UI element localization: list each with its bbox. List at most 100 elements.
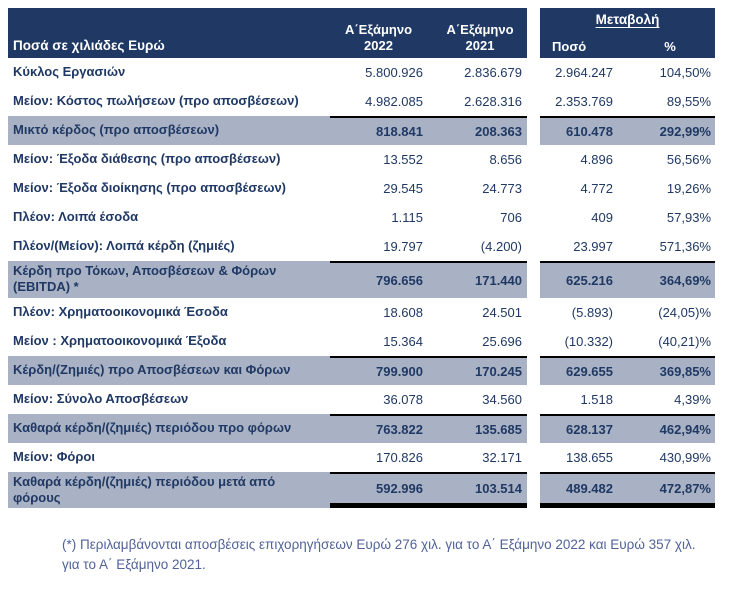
change-amount-value: (5.893)	[571, 304, 613, 320]
value-h1-2021: 171.440	[435, 261, 527, 298]
header-left-block: Ποσά σε χιλιάδες Ευρώ Α΄Εξάμηνο 2022 Α΄Ε…	[8, 8, 527, 58]
row-label: Μείον: Κόστος πωλήσεων (προ αποσβέσεων)	[13, 93, 299, 109]
row-label: Μείον: Σύνολο Αποσβέσεων	[13, 390, 189, 406]
value-h1-2022: 19.797	[383, 239, 423, 254]
value-h1-2022: 818.841	[330, 116, 435, 145]
row-column-gap	[527, 58, 540, 87]
change-percent-header: %	[664, 39, 676, 54]
row-column-gap	[527, 326, 540, 356]
row-column-gap	[527, 261, 540, 298]
change-percent-value: 292,99%	[625, 116, 715, 145]
value-h1-2022: 1.115	[391, 210, 423, 225]
row-label: Πλέον/(Μείον): Λοιπά κέρδη (ζημιές)	[13, 238, 235, 254]
change-amount-value: 2.964.247	[555, 65, 613, 80]
change-percent-value: 4,39%	[674, 391, 711, 407]
change-percent-value: 57,93%	[666, 210, 711, 225]
value-h1-2021: 170.245	[435, 355, 527, 385]
value-h1-2021: 2.628.316	[464, 94, 522, 109]
change-percent-value: 472,87%	[625, 471, 715, 508]
change-amount-value: 23.997	[573, 239, 613, 254]
table-row: Κύκλος Εργασιών 5.800.926 2.836.679 2.96…	[8, 58, 715, 87]
change-percent-value: 19,26%	[666, 181, 711, 196]
value-h1-2021: 24.501	[482, 304, 522, 320]
row-label: Μείον: Έξοδα διοίκησης (προ αποσβέσεων)	[13, 180, 287, 196]
change-percent-value: 89,55%	[666, 94, 711, 109]
value-h1-2022: 170.826	[376, 449, 423, 465]
change-amount-value: 4.896	[580, 152, 613, 167]
row-label: Πλέον: Χρηματοοικονομικά Έσοδα	[13, 303, 228, 319]
change-amount-value: 2.353.769	[555, 94, 613, 109]
income-statement-table: Ποσά σε χιλιάδες Ευρώ Α΄Εξάμηνο 2022 Α΄Ε…	[8, 8, 715, 508]
value-h1-2021: 24.773	[482, 181, 522, 196]
table-row: Μείον: Σύνολο Αποσβέσεων 36.078 34.560 1…	[8, 384, 715, 414]
table-row: Καθαρά κέρδη/(ζημιές) περιόδου μετά από …	[8, 471, 715, 508]
change-amount-value: 489.482	[540, 471, 625, 508]
change-percent-value: 369,85%	[625, 355, 715, 385]
value-h1-2021: 135.685	[435, 413, 527, 443]
header-change-block: Μεταβολή Ποσό %	[540, 8, 715, 58]
change-amount-value: 629.655	[540, 355, 625, 385]
change-title-wrap: Μεταβολή	[540, 11, 715, 29]
value-h1-2021: 25.696	[482, 333, 522, 349]
row-column-gap	[527, 174, 540, 203]
value-h1-2021: 208.363	[435, 116, 527, 145]
change-amount-value: 625.216	[540, 261, 625, 298]
row-column-gap	[527, 355, 540, 385]
footnote-text: (*) Περιλαμβάνονται αποσβέσεις επιχορηγή…	[62, 537, 696, 572]
value-h1-2022: 13.552	[383, 152, 423, 167]
column-header-h1-2021: Α΄Εξάμηνο 2021	[435, 8, 527, 58]
row-column-gap	[527, 471, 540, 508]
table-row: Πλέον: Λοιπά έσοδα 1.115 706 409 57,93%	[8, 203, 715, 232]
table-body: Κύκλος Εργασιών 5.800.926 2.836.679 2.96…	[8, 58, 715, 508]
value-h1-2022: 36.078	[383, 391, 423, 407]
row-label: Κέρδη προ Τόκων, Αποσβέσεων & Φόρων (EBI…	[8, 261, 330, 298]
row-column-gap	[527, 145, 540, 174]
change-percent-value: 56,56%	[666, 152, 711, 167]
value-h1-2022: 29.545	[383, 181, 423, 196]
change-percent-value: 364,69%	[625, 261, 715, 298]
row-column-gap	[527, 87, 540, 116]
table-row: Πλέον: Χρηματοοικονομικά Έσοδα 18.608 24…	[8, 297, 715, 327]
column-header-h1-2022: Α΄Εξάμηνο 2022	[330, 8, 435, 58]
table-row: Κέρδη/(Ζημιές) προ Αποσβέσεων και Φόρων …	[8, 355, 715, 385]
period-2021-line2: 2021	[465, 37, 495, 53]
value-h1-2021: 2.836.679	[464, 65, 522, 80]
value-h1-2022: 4.982.085	[365, 94, 423, 109]
change-amount-value: 4.772	[580, 181, 613, 196]
value-h1-2021: 34.560	[482, 391, 522, 407]
financial-statement-page: Ποσά σε χιλιάδες Ευρώ Α΄Εξάμηνο 2022 Α΄Ε…	[8, 8, 715, 572]
row-column-gap	[527, 297, 540, 327]
row-label: Μικτό κέρδος (προ αποσβέσεων)	[8, 116, 330, 145]
value-h1-2022: 5.800.926	[365, 65, 423, 80]
table-header: Ποσά σε χιλιάδες Ευρώ Α΄Εξάμηνο 2022 Α΄Ε…	[8, 8, 715, 58]
table-row: Μείον: Κόστος πωλήσεων (προ αποσβέσεων) …	[8, 87, 715, 116]
value-h1-2022: 18.608	[383, 304, 423, 320]
period-2022-line1: Α΄Εξάμηνο	[344, 21, 413, 37]
change-percent-value: 104,50%	[659, 65, 711, 80]
value-h1-2021: 103.514	[435, 471, 527, 508]
row-column-gap	[527, 116, 540, 145]
change-percent-value: 430,99%	[659, 449, 711, 465]
row-label: Καθαρά κέρδη/(ζημιές) περιόδου μετά από …	[8, 471, 330, 508]
table-row: Μείον : Χρηματοοικονομικά Έξοδα 15.364 2…	[8, 326, 715, 356]
row-label: Πλέον: Λοιπά έσοδα	[13, 209, 139, 225]
value-h1-2022: 796.656	[330, 261, 435, 298]
change-amount-header: Ποσό	[552, 39, 587, 54]
row-label: Κύκλος Εργασιών	[13, 64, 126, 80]
row-label: Μείον: Έξοδα διάθεσης (προ αποσβέσεων)	[13, 151, 281, 167]
change-amount-value: 610.478	[540, 116, 625, 145]
table-row: Μείον: Έξοδα διάθεσης (προ αποσβέσεων) 1…	[8, 145, 715, 174]
row-column-gap	[527, 384, 540, 414]
change-amount-value: 138.655	[566, 449, 613, 465]
period-2021-line1: Α΄Εξάμηνο	[446, 21, 514, 37]
row-label: Καθαρά κέρδη/(ζημιές) περιόδου προ φόρων	[8, 413, 330, 443]
value-h1-2022: 15.364	[383, 333, 423, 349]
table-row: Πλέον/(Μείον): Λοιπά κέρδη (ζημιές) 19.7…	[8, 232, 715, 261]
change-percent-value: (24,05)%	[658, 304, 711, 320]
value-h1-2022: 592.996	[330, 471, 435, 508]
change-subheaders: Ποσό %	[540, 39, 715, 58]
amounts-in-thousands-label: Ποσά σε χιλιάδες Ευρώ	[13, 38, 165, 53]
row-label: Μείον : Χρηματοοικονομικά Έξοδα	[13, 332, 227, 348]
change-amount-value: 628.137	[540, 413, 625, 443]
row-column-gap	[527, 442, 540, 472]
